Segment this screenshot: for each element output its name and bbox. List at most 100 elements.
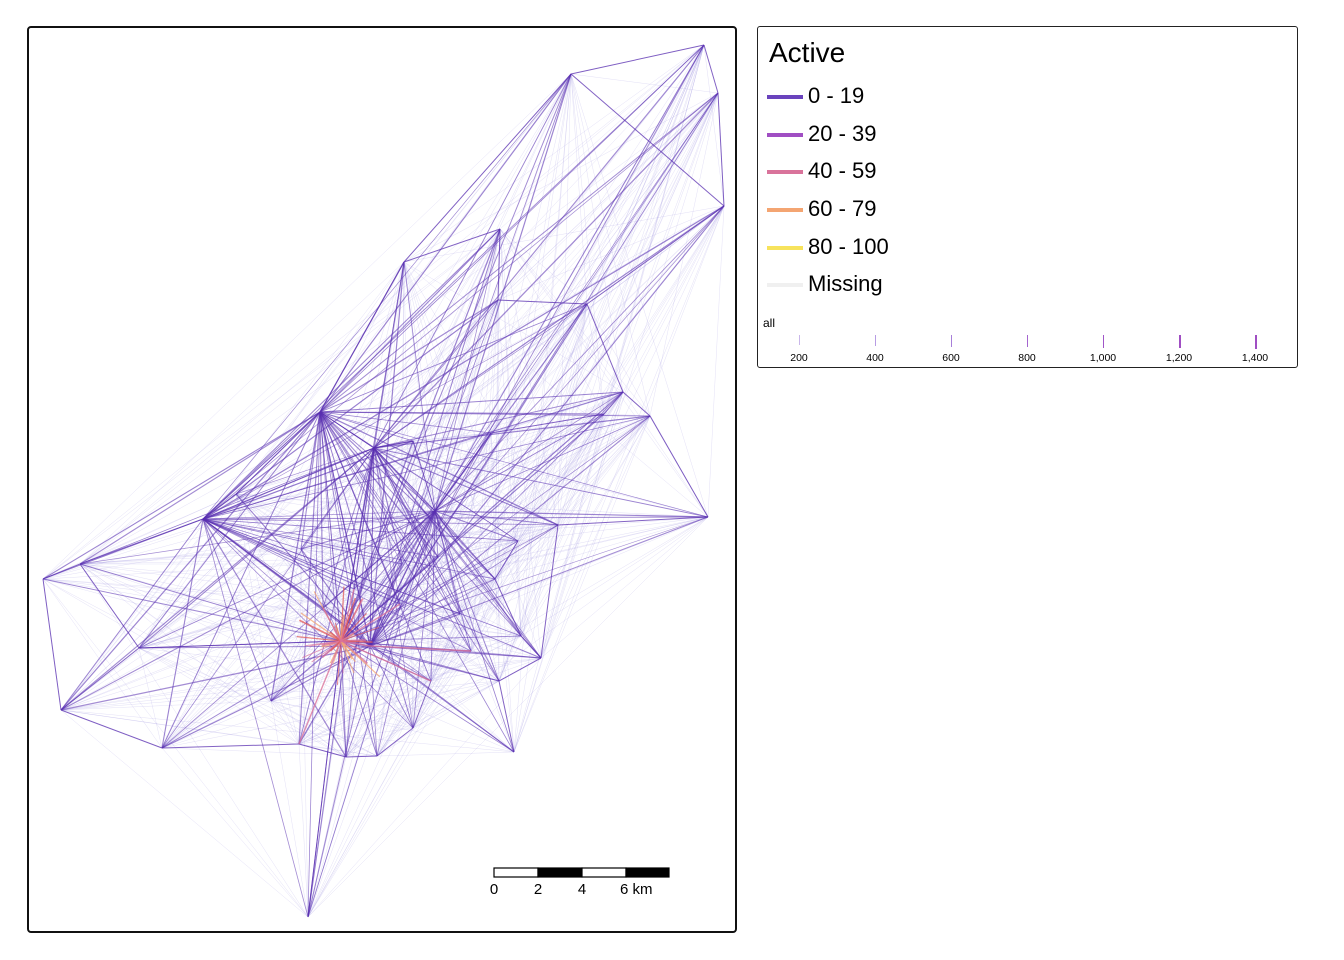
flow-line: [622, 205, 725, 393]
flow-line-hot: [340, 603, 401, 642]
flow-line: [60, 510, 436, 711]
flow-line: [319, 261, 405, 413]
flow-line: [517, 524, 559, 542]
flow-line: [307, 205, 725, 918]
flow-line-hot: [329, 640, 342, 652]
flow-line: [403, 261, 624, 393]
flow-line: [437, 303, 588, 558]
flow-line: [319, 411, 375, 449]
map-panel[interactable]: 0 2 4 6 km: [27, 26, 737, 933]
flow-line: [369, 303, 588, 647]
flow-line: [494, 578, 515, 753]
flow-line: [376, 516, 709, 757]
flow-line: [319, 44, 705, 413]
flow-line: [369, 391, 624, 647]
flow-network-map[interactable]: 0 2 4 6 km: [29, 28, 737, 933]
flow-line: [622, 391, 651, 417]
flow-line: [513, 205, 725, 753]
flow-line: [412, 440, 432, 682]
flow-line: [570, 44, 705, 75]
flow-line: [298, 680, 500, 745]
flow-line: [540, 415, 651, 659]
flow-line: [353, 540, 519, 590]
flow-line: [79, 518, 204, 565]
flow-line: [376, 432, 492, 757]
flow-line: [202, 518, 355, 590]
width-tick-label: 200: [790, 352, 808, 364]
flow-line: [79, 563, 355, 590]
flow-line: [60, 709, 515, 753]
width-legend-title: all: [763, 316, 776, 330]
flow-line: [79, 447, 375, 565]
flow-line: [369, 261, 405, 647]
flow-line: [307, 516, 709, 918]
flow-line: [401, 540, 519, 565]
flow-line: [42, 578, 347, 758]
flow-line: [437, 556, 500, 682]
flow-line: [79, 261, 405, 565]
width-tick-label: 400: [866, 352, 884, 364]
flow-line: [79, 563, 309, 918]
flow-line: [373, 299, 499, 449]
flow-line: [300, 524, 559, 550]
flow-line-hot: [322, 607, 342, 642]
flow-line: [403, 261, 436, 512]
flow-line: [520, 303, 588, 637]
flow-line: [307, 556, 439, 918]
flow-line: [499, 44, 705, 230]
flow-line: [470, 413, 605, 652]
flow-line: [322, 228, 501, 609]
flow-line: [202, 92, 719, 520]
flow-line: [60, 647, 140, 711]
flow-line: [497, 299, 588, 305]
flow-line: [497, 228, 501, 301]
flow-line: [412, 415, 651, 729]
flow-line: [403, 205, 725, 263]
flow-line: [319, 411, 709, 518]
flow-line-hot: [340, 626, 380, 642]
flow-line: [520, 73, 572, 637]
flow-line: [517, 516, 709, 542]
flow-line: [300, 548, 461, 615]
flow-line: [373, 205, 725, 449]
flow-line: [376, 680, 432, 757]
flow-line: [300, 540, 519, 550]
flow-line: [430, 680, 515, 753]
flow-line: [376, 415, 651, 757]
flow-line: [298, 657, 542, 745]
legend-item: 40 - 59: [767, 154, 1067, 190]
flow-line: [138, 73, 572, 649]
flow-line: [586, 44, 705, 305]
flow-line: [161, 645, 371, 749]
flow-line: [340, 516, 709, 642]
flow-line: [322, 447, 375, 609]
flow-line: [570, 73, 719, 94]
flow-line: [307, 650, 472, 918]
flow-line: [494, 73, 572, 580]
flow-line-hot: [340, 612, 368, 642]
flow-line: [79, 540, 519, 565]
flow-line: [60, 299, 499, 711]
flow-line: [557, 415, 651, 526]
flow-line: [345, 680, 500, 758]
flow-line: [270, 700, 378, 757]
flow-line: [540, 44, 705, 659]
flow-line: [307, 640, 342, 918]
flow-line-hot: [340, 640, 432, 682]
flow-line: [138, 640, 342, 649]
flow-line: [60, 548, 302, 711]
legend-swatch: [767, 95, 803, 99]
flow-line: [322, 391, 624, 609]
flow-line: [369, 516, 709, 647]
flow-line: [603, 92, 719, 415]
flow-line: [161, 73, 572, 749]
flow-line: [412, 680, 432, 729]
flow-line: [319, 391, 624, 413]
flow-line: [497, 205, 725, 301]
flow-line: [60, 607, 324, 711]
flow-line: [373, 447, 414, 729]
flow-line: [373, 92, 719, 449]
flow-line: [459, 299, 499, 615]
flow-line: [298, 650, 472, 745]
flow-line: [270, 607, 324, 702]
